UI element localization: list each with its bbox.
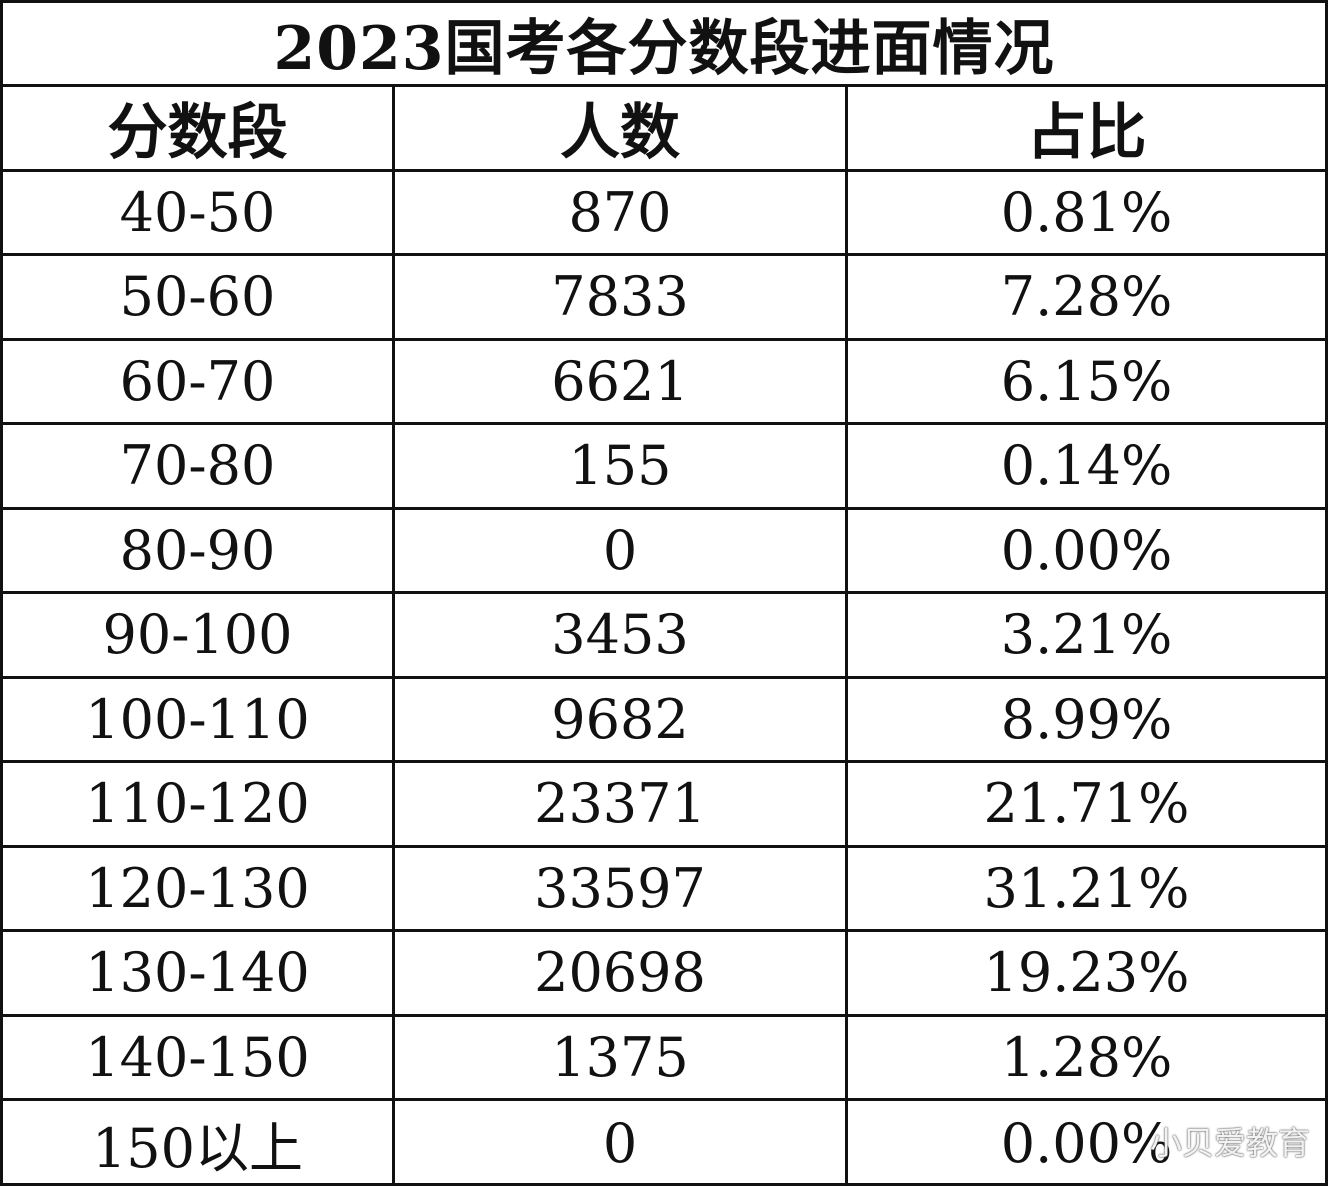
ratio-cell: 8.99% — [1000, 687, 1173, 751]
ratio-cell: 1.28% — [1000, 1025, 1173, 1089]
score-range-cell: 100-110 — [3, 678, 395, 760]
table-row: 70-80 155 0.14% — [3, 425, 1325, 510]
score-range-cell: 150以上 — [3, 1101, 395, 1186]
count-cell: 20698 — [395, 932, 848, 1014]
count-cell: 870 — [395, 171, 848, 253]
score-range-cell: 120-130 — [3, 847, 395, 929]
score-range-cell: 60-70 — [3, 340, 395, 422]
score-range-cell: 50-60 — [3, 256, 395, 338]
count-cell: 9682 — [395, 678, 848, 760]
header-ratio: 占比 — [1026, 98, 1147, 169]
score-range-cell: 40-50 — [3, 171, 395, 253]
table-title: 2023国考各分数段进面情况 — [3, 3, 1325, 87]
score-range-cell: 70-80 — [3, 425, 395, 507]
table-row: 150以上 0 0.00% — [3, 1101, 1325, 1186]
count-cell: 7833 — [395, 256, 848, 338]
count-cell: 155 — [395, 425, 848, 507]
header-count: 人数 — [395, 87, 848, 169]
ratio-cell: 19.23% — [983, 941, 1190, 1005]
table-row: 80-90 0 0.00% — [3, 509, 1325, 594]
ratio-cell: 0.00% — [1000, 518, 1173, 582]
count-cell: 3453 — [395, 594, 848, 676]
table-row: 100-110 9682 8.99% — [3, 678, 1325, 763]
count-cell: 0 — [395, 1101, 848, 1186]
ratio-cell: 7.28% — [1000, 265, 1173, 329]
ratio-cell: 3.21% — [1000, 603, 1173, 667]
score-range-cell: 130-140 — [3, 932, 395, 1014]
count-cell: 33597 — [395, 847, 848, 929]
ratio-cell: 0.00% — [1000, 1111, 1173, 1175]
count-cell: 1375 — [395, 1016, 848, 1098]
header-row: 分数段 人数 占比 — [3, 87, 1325, 172]
ratio-cell: 31.21% — [983, 856, 1190, 920]
table-row: 110-120 23371 21.71% — [3, 763, 1325, 848]
table-row: 40-50 870 0.81% — [3, 171, 1325, 256]
ratio-cell: 0.81% — [1000, 180, 1173, 244]
score-range-cell: 80-90 — [3, 509, 395, 591]
score-range-cell: 110-120 — [3, 763, 395, 845]
table-row: 130-140 20698 19.23% — [3, 932, 1325, 1017]
ratio-cell: 0.14% — [1000, 434, 1173, 498]
table-row: 140-150 1375 1.28% — [3, 1016, 1325, 1101]
table-row: 50-60 7833 7.28% — [3, 256, 1325, 341]
ratio-cell: 21.71% — [983, 772, 1190, 836]
table-row: 60-70 6621 6.15% — [3, 340, 1325, 425]
header-score-range: 分数段 — [3, 87, 395, 169]
score-range-cell: 90-100 — [3, 594, 395, 676]
table-row: 120-130 33597 31.21% — [3, 847, 1325, 932]
watermark: 小贝爱教育 — [1149, 1124, 1310, 1162]
count-cell: 23371 — [395, 763, 848, 845]
table-body: 40-50 870 0.81% 50-60 7833 7.28% 60-70 6621 6.15… — [3, 171, 1325, 1186]
score-range-cell: 140-150 — [3, 1016, 395, 1098]
count-cell: 6621 — [395, 340, 848, 422]
count-cell: 0 — [395, 509, 848, 591]
ratio-cell: 6.15% — [1000, 349, 1173, 413]
table-row: 90-100 3453 3.21% — [3, 594, 1325, 679]
